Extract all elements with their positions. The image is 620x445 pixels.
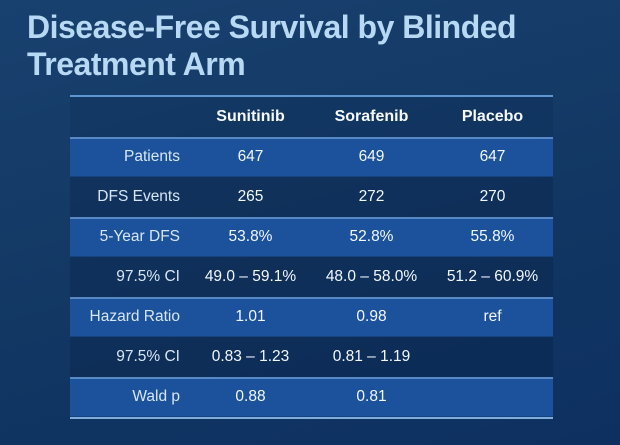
table-row: Hazard Ratio 1.01 0.98 ref — [70, 297, 553, 337]
cell-value: 53.8% — [228, 228, 273, 245]
cell-value: 647 — [479, 148, 506, 165]
table-row: Patients 647 649 647 — [70, 137, 553, 177]
row-label: Hazard Ratio — [89, 308, 180, 325]
cell-value: 49.0 – 59.1% — [204, 268, 297, 285]
row-label: DFS Events — [97, 188, 180, 205]
slide-title-line-1: Disease-Free Survival by Blinded — [27, 9, 517, 45]
cell-value: 0.81 – 1.19 — [332, 348, 411, 365]
cell-value: 0.88 — [235, 388, 266, 405]
slide-title: Disease-Free Survival by Blinded Treatme… — [27, 9, 517, 83]
row-label: 97.5% CI — [116, 348, 180, 365]
table-body: Patients 647 649 647 DFS Events 265 272 270 5-Ye… — [70, 137, 553, 417]
cell-value: 51.2 – 60.9% — [446, 268, 539, 285]
cell-value: 647 — [237, 148, 264, 165]
cell-value: 55.8% — [470, 228, 515, 245]
slide-title-line-2: Treatment Arm — [27, 46, 246, 82]
table-row: 5-Year DFS 53.8% 52.8% 55.8% — [70, 217, 553, 257]
cell-value: 265 — [237, 188, 264, 205]
cell-value: 270 — [479, 188, 506, 205]
table-row: Wald p 0.88 0.81 — [70, 377, 553, 417]
table-row: 97.5% CI 0.83 – 1.23 0.81 – 1.19 — [70, 337, 553, 377]
cell-value: 272 — [358, 188, 385, 205]
cell-value: 48.0 – 58.0% — [325, 268, 418, 285]
cell-value: 649 — [358, 148, 385, 165]
row-label: 5-Year DFS — [99, 228, 180, 245]
cell-value: ref — [483, 308, 502, 325]
cell-value: 0.83 – 1.23 — [211, 348, 290, 365]
table-row: DFS Events 265 272 270 — [70, 177, 553, 217]
column-header-sorafenib: Sorafenib — [334, 108, 409, 125]
cell-value: 1.01 — [235, 308, 266, 325]
row-label: Wald p — [132, 388, 180, 405]
cell-value: 52.8% — [349, 228, 394, 245]
cell-value: 0.98 — [356, 308, 387, 325]
cell-value: 0.81 — [356, 388, 387, 405]
table-row: 97.5% CI 49.0 – 59.1% 48.0 – 58.0% 51.2 – 6… — [70, 257, 553, 297]
column-header-placebo: Placebo — [461, 108, 524, 125]
table-header-row: Sunitinib Sorafenib Placebo — [70, 97, 553, 137]
dfs-results-table: Sunitinib Sorafenib Placebo Patients 647 6… — [70, 95, 553, 419]
column-header-sunitinib: Sunitinib — [216, 108, 285, 125]
row-label: Patients — [123, 148, 180, 165]
row-label: 97.5% CI — [116, 268, 180, 285]
